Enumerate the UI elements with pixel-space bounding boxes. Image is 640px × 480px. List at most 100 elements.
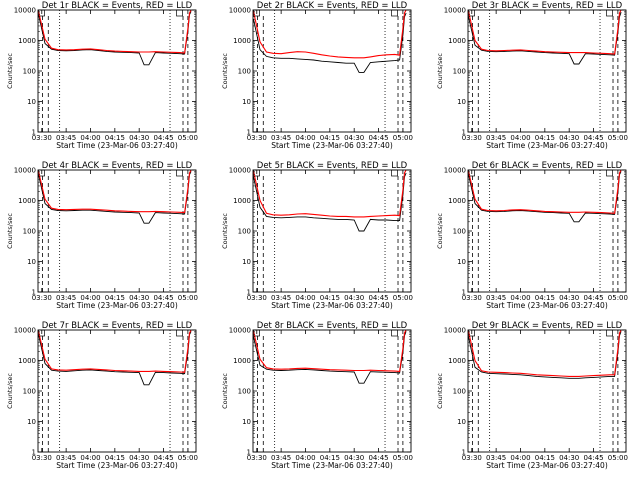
y-tick-label: 1 (247, 449, 251, 457)
y-tick-label: 1 (462, 129, 466, 137)
x-tick-label: 04:00 (295, 454, 315, 462)
lld-line (252, 169, 407, 218)
y-axis-label: Counts/sec (221, 213, 229, 249)
y-axis-label: Counts/sec (221, 373, 229, 409)
y-tick-label: 10 (242, 98, 251, 106)
x-tick-label: 05:00 (393, 294, 413, 302)
panel-title: Det 5r BLACK = Events, RED = LLD (257, 161, 408, 171)
lld-line (37, 329, 192, 373)
y-tick-label: 10000 (229, 7, 251, 15)
x-tick-label: 04:15 (105, 454, 125, 462)
x-tick-label: 03:30 (247, 134, 267, 142)
x-axis-label: Start Time (23-Mar-06 03:27:40) (271, 141, 393, 150)
x-tick-label: 05:00 (608, 134, 628, 142)
panel-det-2: Det 2r BLACK = Events, RED = LLD 1 10 100 10… (221, 1, 413, 150)
y-tick-label: 100 (238, 388, 251, 396)
x-tick-label: 03:45 (56, 134, 76, 142)
plot-frame (252, 169, 412, 293)
lld-line (252, 329, 407, 372)
lld-line (467, 9, 622, 55)
y-tick-label: 1 (32, 449, 36, 457)
x-tick-label: 05:00 (393, 454, 413, 462)
panel-title: Det 1r BLACK = Events, RED = LLD (42, 1, 193, 11)
panel-det-9: Det 9r BLACK = Events, RED = LLD 1 10 100 10… (436, 321, 628, 470)
y-tick-label: 10 (457, 418, 466, 426)
x-tick-label: 03:45 (486, 134, 506, 142)
panel-det-1: Det 1r BLACK = Events, RED = LLD 1 10 100 10… (6, 1, 198, 150)
panel-det-3: Det 3r BLACK = Events, RED = LLD 1 10 100 10… (436, 1, 628, 150)
y-tick-label: 1 (247, 129, 251, 137)
panel-title: Det 3r BLACK = Events, RED = LLD (472, 1, 623, 11)
events-line (253, 331, 407, 384)
x-tick-label: 04:15 (535, 294, 555, 302)
panel-title: Det 6r BLACK = Events, RED = LLD (472, 161, 623, 171)
x-axis-label: Start Time (23-Mar-06 03:27:40) (486, 461, 608, 470)
y-tick-label: 10000 (14, 327, 36, 335)
x-tick-label: 04:30 (559, 454, 579, 462)
y-tick-label: 10 (457, 258, 466, 266)
plot-frame (252, 329, 412, 453)
x-tick-label: 04:45 (583, 454, 603, 462)
x-tick-label: 03:30 (462, 454, 482, 462)
y-tick-label: 10 (242, 258, 251, 266)
y-tick-label: 10000 (14, 7, 36, 15)
y-axis-label: Counts/sec (436, 373, 444, 409)
events-line (468, 12, 622, 65)
x-tick-label: 04:00 (295, 294, 315, 302)
events-line (38, 331, 192, 386)
x-tick-label: 05:00 (178, 134, 198, 142)
y-tick-label: 1000 (448, 357, 466, 365)
x-tick-label: 04:00 (295, 134, 315, 142)
y-tick-label: 1000 (448, 197, 466, 205)
y-tick-label: 10 (242, 418, 251, 426)
x-tick-label: 04:45 (368, 454, 388, 462)
y-tick-label: 10000 (229, 167, 251, 175)
x-axis-label: Start Time (23-Mar-06 03:27:40) (56, 461, 178, 470)
x-tick-label: 03:45 (486, 454, 506, 462)
x-tick-label: 04:30 (129, 294, 149, 302)
y-tick-label: 1 (462, 289, 466, 297)
x-tick-label: 03:45 (56, 454, 76, 462)
x-tick-label: 05:00 (178, 294, 198, 302)
panel-det-6: Det 6r BLACK = Events, RED = LLD 1 10 100 10… (436, 161, 628, 310)
y-axis-label: Counts/sec (6, 373, 14, 409)
y-tick-label: 100 (453, 228, 466, 236)
y-tick-label: 1000 (233, 357, 251, 365)
x-tick-label: 03:30 (32, 454, 52, 462)
x-axis-label: Start Time (23-Mar-06 03:27:40) (486, 301, 608, 310)
events-line (253, 12, 407, 73)
y-axis-label: Counts/sec (6, 213, 14, 249)
panel-title: Det 8r BLACK = Events, RED = LLD (257, 321, 408, 331)
panel-title: Det 4r BLACK = Events, RED = LLD (42, 161, 193, 171)
y-tick-label: 1 (32, 289, 36, 297)
events-line (468, 331, 622, 379)
plot-frame (467, 169, 627, 293)
x-tick-label: 04:00 (510, 134, 530, 142)
events-line (253, 172, 407, 232)
y-tick-label: 1000 (18, 37, 36, 45)
x-tick-label: 04:45 (583, 134, 603, 142)
x-tick-label: 03:30 (32, 134, 52, 142)
panel-title: Det 9r BLACK = Events, RED = LLD (472, 321, 623, 331)
y-tick-label: 100 (23, 68, 36, 76)
x-tick-label: 04:15 (105, 294, 125, 302)
y-tick-label: 100 (238, 228, 251, 236)
panel-title: Det 7r BLACK = Events, RED = LLD (42, 321, 193, 331)
y-tick-label: 10000 (444, 327, 466, 335)
y-tick-label: 100 (453, 388, 466, 396)
y-tick-label: 1000 (18, 357, 36, 365)
lld-line (467, 329, 622, 377)
x-tick-label: 04:30 (344, 294, 364, 302)
x-tick-label: 04:00 (80, 454, 100, 462)
x-tick-label: 04:15 (320, 134, 340, 142)
events-line (468, 171, 622, 223)
y-tick-label: 10 (27, 98, 36, 106)
x-axis-label: Start Time (23-Mar-06 03:27:40) (56, 141, 178, 150)
y-tick-label: 100 (238, 68, 251, 76)
x-axis-label: Start Time (23-Mar-06 03:27:40) (271, 461, 393, 470)
x-tick-label: 04:15 (105, 134, 125, 142)
y-tick-label: 10 (27, 258, 36, 266)
y-tick-label: 10 (457, 98, 466, 106)
x-tick-label: 04:45 (153, 134, 173, 142)
